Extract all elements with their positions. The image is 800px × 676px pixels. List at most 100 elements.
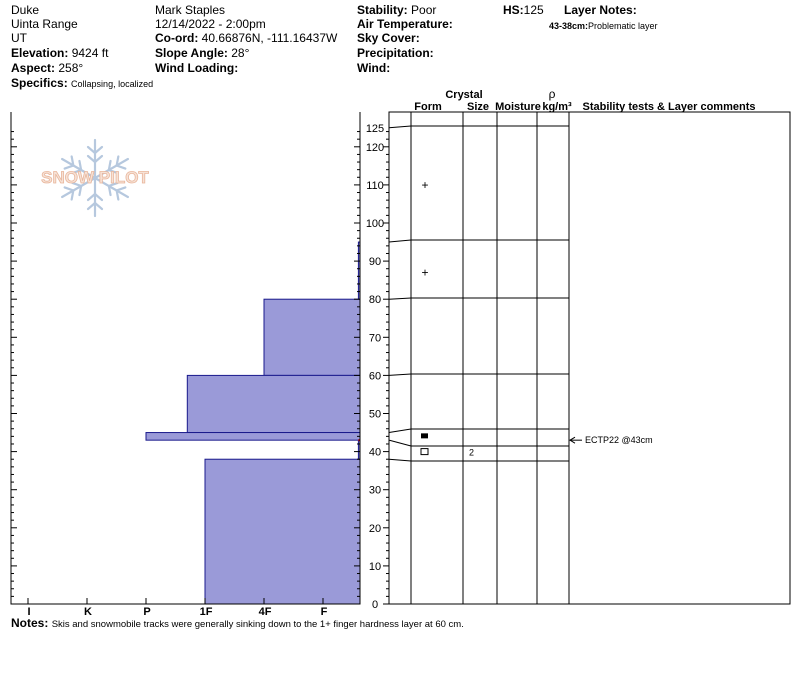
- layer-connector: [388, 458, 412, 462]
- hardness-tick-label: F: [321, 606, 328, 618]
- depth-label: 0: [372, 599, 378, 611]
- crystal-form-symbol: +: [421, 178, 428, 192]
- stability-value: Poor: [411, 3, 437, 17]
- wind-loading: Wind Loading:: [155, 61, 238, 75]
- notes-label: Notes:: [11, 616, 49, 630]
- sky-label: Sky Cover:: [357, 31, 420, 45]
- depth-ticks: 0 10 20 30 40 50 60 70 80 90 100 110 120 125: [11, 123, 389, 611]
- coord-value: 40.66876N, -111.16437W: [201, 31, 338, 45]
- depth-label: 90: [369, 256, 381, 268]
- hardness-bars: [145, 241, 361, 605]
- header-crystal: Crystal: [445, 89, 482, 101]
- depth-label: 10: [369, 561, 381, 573]
- slope-angle: Slope Angle: 28°: [155, 46, 249, 60]
- crystal-form-symbol: [420, 448, 429, 456]
- layer-notes-heading: Layer Notes:: [564, 3, 637, 17]
- hs: HS:125: [503, 3, 544, 17]
- layer-connector: [388, 373, 412, 376]
- logo-text: SNOW PILOT: [41, 168, 149, 187]
- header-stability-comments: Stability tests & Layer comments: [582, 101, 755, 113]
- coord-label: Co-ord:: [155, 31, 199, 45]
- stability: Stability: Poor: [357, 3, 436, 17]
- header-density-unit: kg/m³: [542, 101, 572, 113]
- layer-connector: [388, 439, 412, 447]
- aspect-label: Aspect:: [11, 61, 56, 75]
- notes-text: Skis and snowmobile tracks were generall…: [51, 619, 464, 630]
- stability-test-arrowhead: [569, 436, 576, 444]
- aspect-value: 258°: [58, 61, 84, 75]
- hardness-bar: [263, 298, 361, 376]
- layer-connector: [388, 428, 412, 434]
- depth-label: 50: [369, 409, 381, 421]
- stratigraphy-frame: [388, 111, 791, 605]
- hardness-ticks: I K P 1F 4F F: [27, 598, 328, 618]
- hardness-tick-label: 4F: [259, 606, 272, 618]
- wind: Wind:: [357, 61, 390, 75]
- sky-cover: Sky Cover:: [357, 31, 420, 45]
- layer-note: 43-38cm:Problematic layer: [549, 19, 658, 33]
- slope-label: Slope Angle:: [155, 46, 228, 60]
- crystal-symbols: + +2: [420, 178, 474, 458]
- specifics-value: Collapsing, localized: [71, 79, 154, 89]
- air-temp-label: Air Temperature:: [357, 17, 453, 31]
- crystal-size: 2: [469, 448, 474, 458]
- hardness-tick-label: I: [27, 606, 30, 618]
- crystal-form-symbol: +: [421, 266, 428, 280]
- depth-label: 70: [369, 332, 381, 344]
- stratigraphy: [388, 125, 569, 462]
- depth-label: 80: [369, 294, 381, 306]
- crystal-form-symbol: [421, 433, 428, 439]
- header-moisture: Moisture: [495, 101, 541, 113]
- range: Uinta Range: [11, 17, 78, 31]
- slope-value: 28°: [231, 46, 250, 60]
- snowflake-icon: [57, 138, 133, 218]
- air-temperature: Air Temperature:: [357, 17, 453, 31]
- hardness-frame: [10, 112, 361, 605]
- location: Duke: [11, 3, 40, 17]
- precipitation: Precipitation:: [357, 46, 434, 60]
- depth-label: 120: [366, 142, 384, 154]
- coordinates: Co-ord: 40.66876N, -111.16437W: [155, 31, 337, 45]
- precip-label: Precipitation:: [357, 46, 434, 60]
- hardness-tick-label: K: [84, 606, 92, 618]
- elevation-label: Elevation:: [11, 46, 69, 60]
- hardness-bar: [186, 374, 361, 434]
- chart-frame: [10, 111, 791, 605]
- header-size: Size: [467, 101, 489, 113]
- layer-connector: [388, 239, 412, 243]
- layer-connector: [388, 125, 412, 129]
- depth-label: 20: [369, 523, 381, 535]
- wind-loading-label: Wind Loading:: [155, 61, 239, 75]
- layer-note-depth: 43-38cm:: [549, 21, 589, 31]
- depth-label: 125: [366, 123, 384, 135]
- hardness-bar: [204, 458, 361, 605]
- stability-test-label: ECTP22 @43cm: [585, 435, 653, 445]
- aspect: Aspect: 258°: [11, 61, 83, 75]
- specifics: Specifics: Collapsing, localized: [11, 76, 158, 91]
- hs-label: HS:: [503, 3, 524, 17]
- specifics-label: Specifics:: [11, 76, 68, 90]
- hardness-tick-label: 1F: [200, 606, 213, 618]
- depth-label: 30: [369, 485, 381, 497]
- header-form: Form: [414, 101, 442, 113]
- depth-label: 110: [366, 180, 384, 192]
- stability-label: Stability:: [357, 3, 408, 17]
- elevation-value: 9424 ft: [71, 46, 109, 60]
- depth-label: 60: [369, 370, 381, 382]
- state: UT: [11, 31, 27, 45]
- hardness-bar: [145, 432, 361, 441]
- stability-tests: ECTP22 @43cm: [569, 435, 653, 445]
- layer-connector: [388, 297, 412, 300]
- hs-value: 125: [523, 3, 544, 17]
- elevation: Elevation: 9424 ft: [11, 46, 108, 60]
- depth-label: 100: [366, 218, 384, 230]
- observer: Mark Staples: [155, 3, 226, 17]
- snowpilot-logo: SNOW PILOT: [41, 138, 150, 218]
- wind-label: Wind:: [357, 61, 391, 75]
- depth-label: 40: [369, 447, 381, 459]
- header-rho: ρ: [549, 87, 556, 101]
- hardness-tick-label: P: [143, 606, 150, 618]
- datetime: 12/14/2022 - 2:00pm: [155, 17, 266, 31]
